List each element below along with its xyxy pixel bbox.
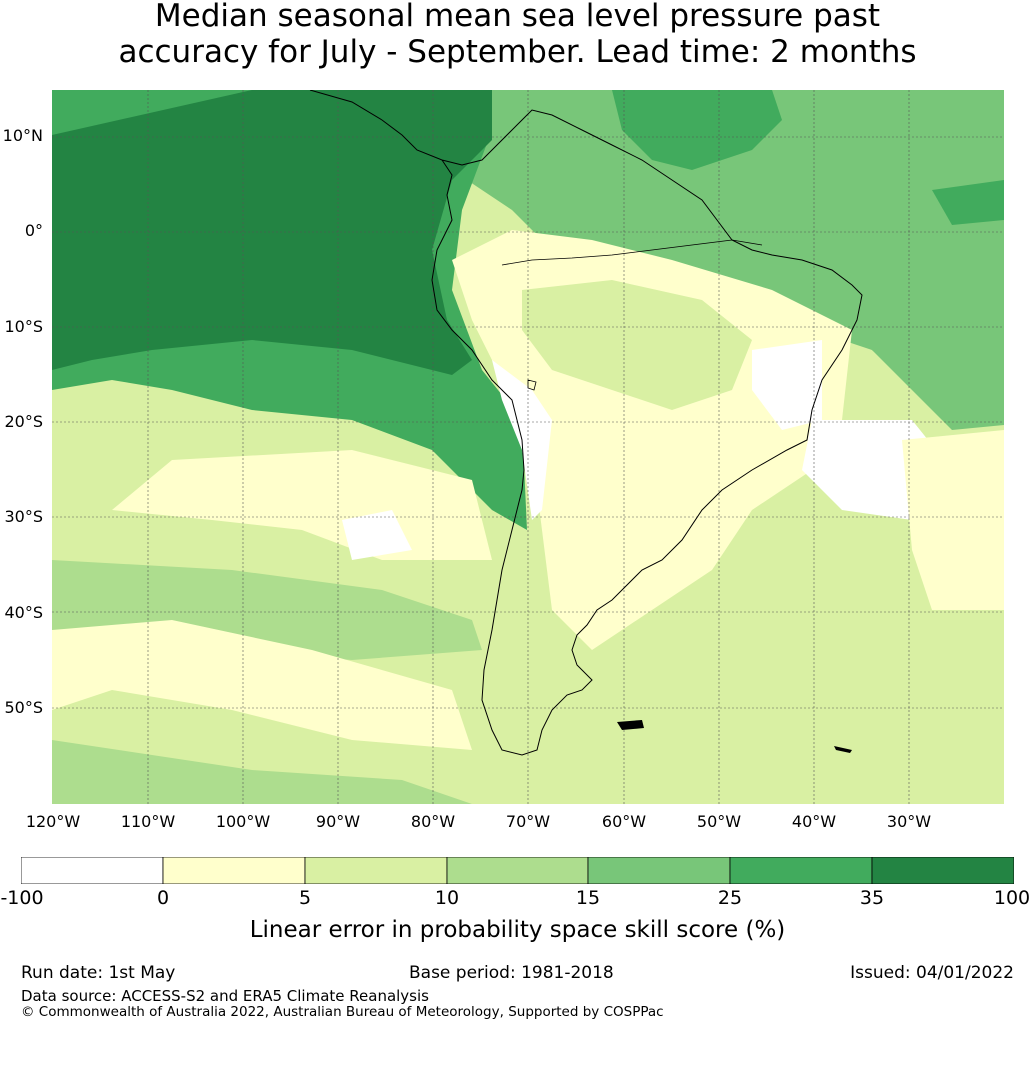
lon-label-90w: 90°W [315,812,361,831]
lon-label-80w: 80°W [410,812,456,831]
colorbar-tick-35: 35 [859,887,885,909]
lon-label-40w: 40°W [791,812,837,831]
graticule [52,90,1004,804]
colorbar-band-25-35 [729,857,873,884]
lake-titicaca [527,379,537,391]
colorbar-tick-10: 10 [434,887,460,909]
lon-label-30w: 30°W [886,812,932,831]
lat-label-0: 0° [24,221,43,240]
colorbar-tick-5: 5 [298,887,312,909]
colorbar-band-35-100 [871,857,1014,884]
skill-score-map [52,90,1004,804]
colorbar-tick-neg100: -100 [0,887,44,909]
map-canvas [52,90,1004,804]
lat-label-20s: 20°S [4,412,43,431]
amazon-river [501,239,763,266]
lon-label-60w: 60°W [601,812,647,831]
lat-label-10s: 10°S [4,317,43,336]
colorbar-tick-0: 0 [156,887,170,909]
lat-label-30s: 30°S [4,507,43,526]
lon-label-100w: 100°W [215,812,271,831]
field-atlantic-light [902,430,1004,610]
colorbar-band-neg100-0 [21,857,164,884]
south-georgia [834,746,852,753]
title-line-2: accuracy for July - September. Lead time… [118,34,917,70]
copyright: © Commonwealth of Australia 2022, Austra… [21,1004,664,1020]
field-atlantic-patch-2 [932,180,1004,225]
lon-label-120w: 120°W [25,812,81,831]
data-source: Data source: ACCESS-S2 and ERA5 Climate … [21,987,429,1005]
colorbar-band-10-15 [446,857,589,884]
lon-label-50w: 50°W [696,812,742,831]
field-atlantic-patch [612,90,782,170]
field-continent-mid [522,280,752,410]
colorbar-band-5-10 [304,857,448,884]
falkland-islands [617,720,644,730]
field-brazil-offshore [852,320,1004,430]
colorbar-label: Linear error in probability space skill … [249,917,786,943]
lat-label-10n: 10°N [2,126,43,145]
colorbar-tick-100: 100 [993,887,1031,909]
lat-label-40s: 40°S [4,603,43,622]
run-date: Run date: 1st May [21,963,176,983]
colorbar-tick-25: 25 [717,887,743,909]
south-america-coastline [309,90,863,756]
field-south-pacific-white [342,510,412,560]
lat-label-50s: 50°S [4,698,43,717]
colorbar-tick-15: 15 [575,887,601,909]
title-line-1: Median seasonal mean sea level pressure … [154,0,881,34]
issued-date: Issued: 04/01/2022 [850,963,1014,983]
lon-label-110w: 110°W [120,812,176,831]
field-pacific-dark [52,90,492,375]
field-south-light [52,620,472,750]
lon-label-70w: 70°W [505,812,551,831]
base-period: Base period: 1981-2018 [409,963,614,983]
colorbar-band-15-25 [587,857,731,884]
colorbar [21,857,1014,884]
field-south-bottom [52,740,472,804]
colorbar-band-0-5 [162,857,306,884]
field-brazil-white [752,340,822,430]
map-title: Median seasonal mean sea level pressure … [0,0,1035,70]
